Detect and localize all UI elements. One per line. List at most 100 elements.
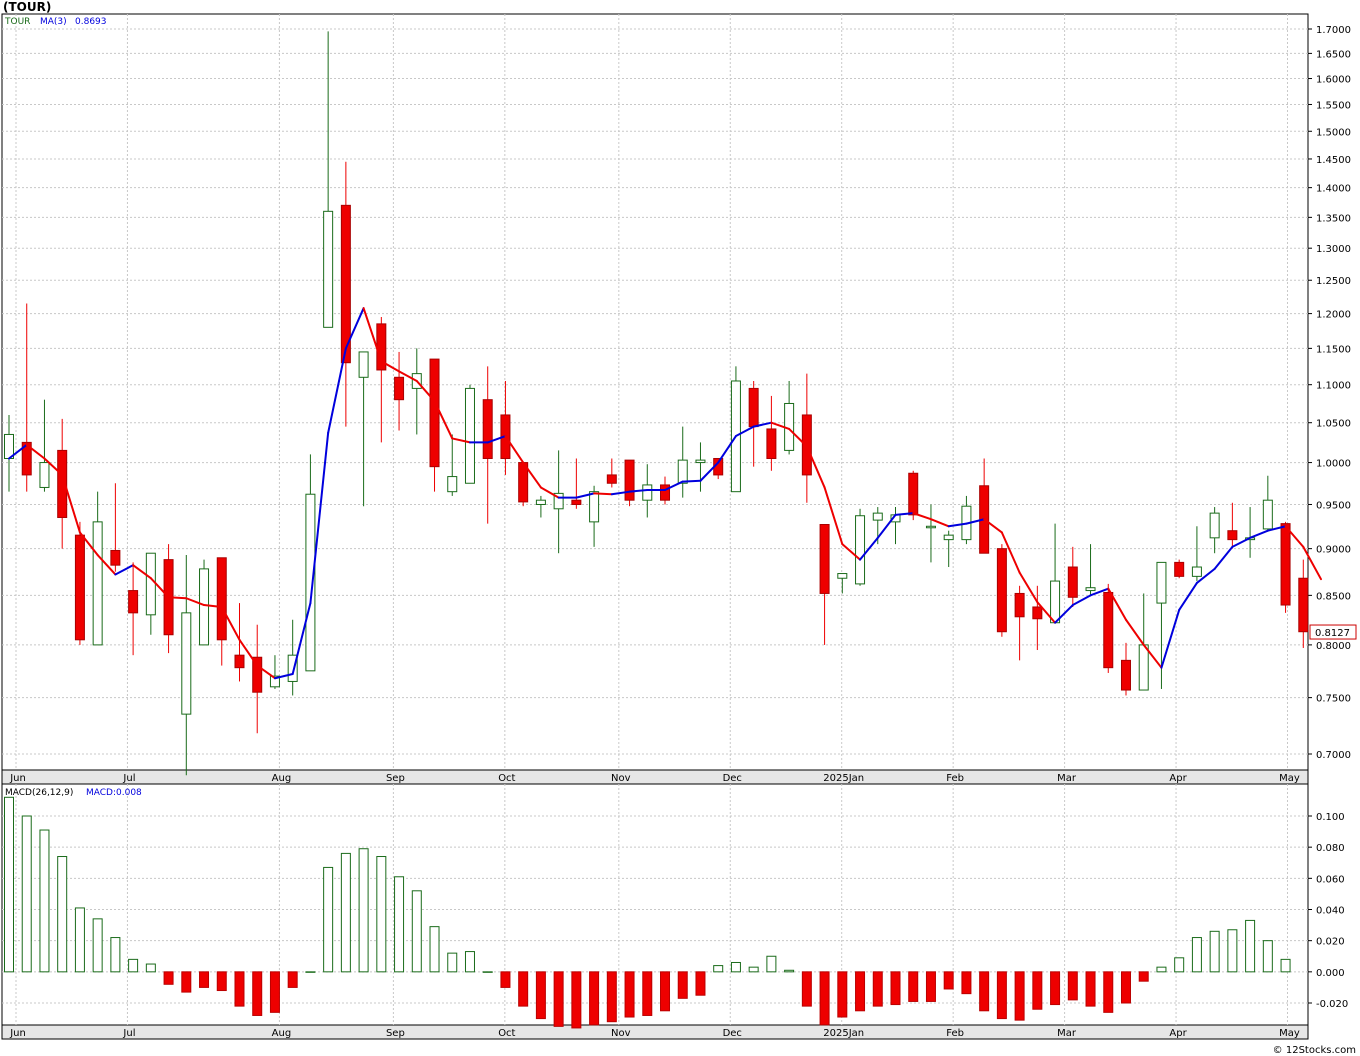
macd-x-tick-label: May <box>1279 1028 1300 1039</box>
last-price-tag <box>1309 624 1357 640</box>
candle-body <box>1156 561 1167 604</box>
macd-bar <box>39 829 50 973</box>
ma3-line-segment <box>344 307 365 350</box>
price-legend-symbol: TOUR <box>4 17 30 27</box>
macd-bar <box>855 971 866 1012</box>
candle-body <box>801 414 812 476</box>
macd-bar <box>199 971 210 988</box>
macd-bar <box>163 971 174 985</box>
candle-body <box>642 484 653 501</box>
price-y-tick-label: 0.9000 <box>1316 545 1351 556</box>
candle-body <box>624 459 635 501</box>
candle-body <box>748 387 759 428</box>
macd-bar <box>766 955 777 973</box>
macd-bar <box>305 971 316 973</box>
ma3-line-segment <box>1302 545 1323 581</box>
ma3-line-segment <box>522 461 542 489</box>
macd-bar <box>500 971 511 988</box>
macd-x-tick-label: Jun <box>9 1028 26 1039</box>
macd-bar <box>181 971 192 993</box>
price-x-tick-label: Jul <box>122 773 135 784</box>
ma3-line-segment <box>539 486 560 499</box>
ma3-line-segment <box>273 673 294 680</box>
price-y-tick-label: 1.4500 <box>1316 155 1351 166</box>
price-y-tick-label: 1.3000 <box>1316 244 1351 255</box>
ma3-line-segment <box>433 400 454 440</box>
macd-bar <box>872 971 883 1007</box>
price-y-tick-label: 0.9500 <box>1316 500 1351 511</box>
macd-bar <box>1227 929 1238 973</box>
ma3-line-segment <box>1054 604 1074 624</box>
candle-body <box>340 204 351 364</box>
price-y-tick-label: 1.2000 <box>1316 310 1351 321</box>
macd-bar <box>571 971 582 1029</box>
candle-body <box>1174 561 1185 577</box>
price-y-tick-label: 0.8500 <box>1316 591 1351 602</box>
candle-body <box>128 590 139 614</box>
ma3-line-segment <box>805 445 826 489</box>
macd-bar <box>589 971 600 1026</box>
macd-y-tick-label: -0.020 <box>1316 999 1348 1010</box>
candle-body <box>855 515 866 585</box>
ma3-line-segment <box>965 518 986 525</box>
price-x-tick-label: Feb <box>946 773 964 784</box>
price-x-tick-label: Mar <box>1057 773 1077 784</box>
macd-bar <box>535 971 546 1020</box>
ma3-line-segment <box>504 435 525 464</box>
candle-body <box>429 358 440 468</box>
ma3-line-segment <box>309 431 330 605</box>
ma3-line-segment <box>929 518 950 528</box>
site-credit: © 12Stocks.com <box>1272 1045 1356 1056</box>
macd-bar <box>1085 971 1096 1007</box>
macd-bar <box>1103 971 1114 1013</box>
last-price-label: 0.8127 <box>1315 628 1350 639</box>
ma3-line-segment <box>717 435 737 464</box>
macd-bar <box>1174 957 1185 973</box>
macd-x-tick-label: Dec <box>723 1028 742 1039</box>
ma3-line-segment <box>61 473 81 534</box>
price-x-tick-label: Sep <box>386 773 405 784</box>
ma3-line-segment <box>78 531 99 557</box>
macd-bar <box>748 966 759 973</box>
macd-y-tick-label: 0.000 <box>1316 968 1345 979</box>
macd-bar <box>890 971 901 1006</box>
macd-bar <box>695 971 706 996</box>
price-panel-frame <box>1 13 1309 771</box>
ma3-line-segment <box>362 307 383 363</box>
price-y-tick-label: 1.0500 <box>1316 419 1351 430</box>
ma3-line-segment <box>1284 525 1305 548</box>
ma3-line-segment <box>1018 571 1039 604</box>
macd-y-tick-label: 0.100 <box>1316 812 1345 823</box>
macd-bar <box>74 907 85 973</box>
candle-body <box>110 549 121 566</box>
macd-bar <box>1209 930 1220 973</box>
ma3-line-segment <box>894 512 915 516</box>
candle-body <box>660 484 671 501</box>
candle-body <box>996 548 1007 633</box>
macd-legend-value: MACD:0.008 <box>86 788 142 798</box>
price-y-tick-label: 0.7500 <box>1316 694 1351 705</box>
price-x-tick-label: Apr <box>1169 773 1187 784</box>
candle-body <box>1085 587 1096 592</box>
price-y-tick-label: 1.2500 <box>1316 276 1351 287</box>
candle-body <box>21 441 32 476</box>
ma3-line-segment <box>25 443 46 460</box>
ma3-line-segment <box>486 435 507 444</box>
ma3-line-segment <box>823 486 844 546</box>
candle-body <box>287 654 298 682</box>
macd-bar <box>252 971 263 1016</box>
macd-x-tick-label: Nov <box>611 1028 631 1039</box>
macd-bar <box>837 971 848 1018</box>
ma3-line-segment <box>220 605 241 641</box>
ma3-line-segment <box>238 638 259 667</box>
macd-bar <box>908 971 919 1002</box>
candle-body <box>819 524 830 594</box>
ma3-line-segment <box>185 597 206 607</box>
candle-body <box>571 499 582 505</box>
price-y-tick-label: 1.0000 <box>1316 459 1351 470</box>
macd-x-tick-label: Feb <box>946 1028 964 1039</box>
candle-body <box>145 552 156 616</box>
macd-x-tick-label: Apr <box>1169 1028 1187 1039</box>
ma3-line-segment <box>149 577 170 599</box>
